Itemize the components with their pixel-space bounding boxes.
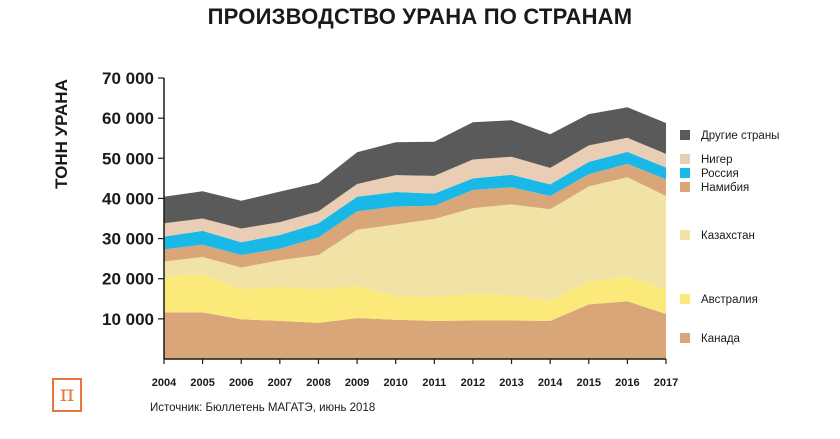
legend-label: Канада [701, 333, 741, 345]
y-tick-label: 40 000 [102, 189, 154, 208]
legend-swatch [680, 294, 690, 304]
x-tick-label: 2005 [190, 377, 214, 389]
legend: Другие страны Нигер Россия Намибия Казахстан… [680, 130, 779, 345]
x-tick-label: 2015 [577, 377, 601, 389]
y-tick-label: 30 000 [102, 230, 154, 249]
y-tick-label: 10 000 [102, 310, 154, 329]
x-tick-label: 2016 [615, 377, 639, 389]
x-tick-label: 2007 [268, 377, 292, 389]
area-series-1 [164, 274, 666, 323]
legend-label: Нигер [701, 154, 732, 166]
legend-swatch [680, 182, 690, 192]
x-tick-label: 2014 [538, 377, 563, 389]
legend-label: Австралия [701, 294, 758, 306]
legend-label: Казахстан [701, 230, 755, 242]
legend-label: Намибия [701, 182, 749, 194]
x-tick-label: 2006 [229, 377, 253, 389]
series-areas [164, 107, 666, 359]
y-tick-label: 60 000 [102, 109, 154, 128]
area-series-4 [164, 151, 666, 255]
legend-label: Другие страны [701, 130, 779, 142]
y-tick-label: 70 000 [102, 69, 154, 88]
y-axis-label: ТОНН УРАНА [52, 79, 71, 189]
source-note: Источник: Бюллетень МАГАТЭ, июнь 2018 [150, 402, 376, 414]
legend-swatch [680, 168, 690, 178]
legend-label: Россия [701, 168, 739, 180]
area-series-5 [164, 137, 666, 243]
x-tick-label: 2011 [422, 377, 446, 389]
area-series-3 [164, 163, 666, 268]
x-tick-label: 2012 [461, 377, 485, 389]
x-tick-label: 2004 [152, 377, 177, 389]
axes [158, 77, 667, 364]
legend-swatch [680, 154, 690, 164]
area-series-0 [164, 301, 666, 359]
y-tick-label: 50 000 [102, 149, 154, 168]
x-tick-label: 2008 [306, 377, 330, 389]
x-tick-label: 2013 [499, 377, 523, 389]
area-series-2 [164, 177, 666, 301]
y-tick-label: 20 000 [102, 270, 154, 289]
x-tick-label: 2017 [654, 377, 678, 389]
y-tick-labels: 10 000 20 000 30 000 40 000 50 000 60 000 70 0… [102, 69, 154, 329]
x-tick-label: 2010 [383, 377, 407, 389]
legend-swatch [680, 333, 690, 343]
chart-title: ПРОИЗВОДСТВО УРАНА ПО СТРАНАМ [207, 4, 633, 29]
publisher-logo: π [52, 378, 82, 412]
area-series-6 [164, 107, 666, 229]
x-tick-labels: 2004 2005 2006 2007 2008 2009 2010 2011 2012 2013… [152, 377, 678, 389]
x-tick-label: 2009 [345, 377, 369, 389]
legend-swatch [680, 230, 690, 240]
legend-swatch [680, 130, 690, 140]
